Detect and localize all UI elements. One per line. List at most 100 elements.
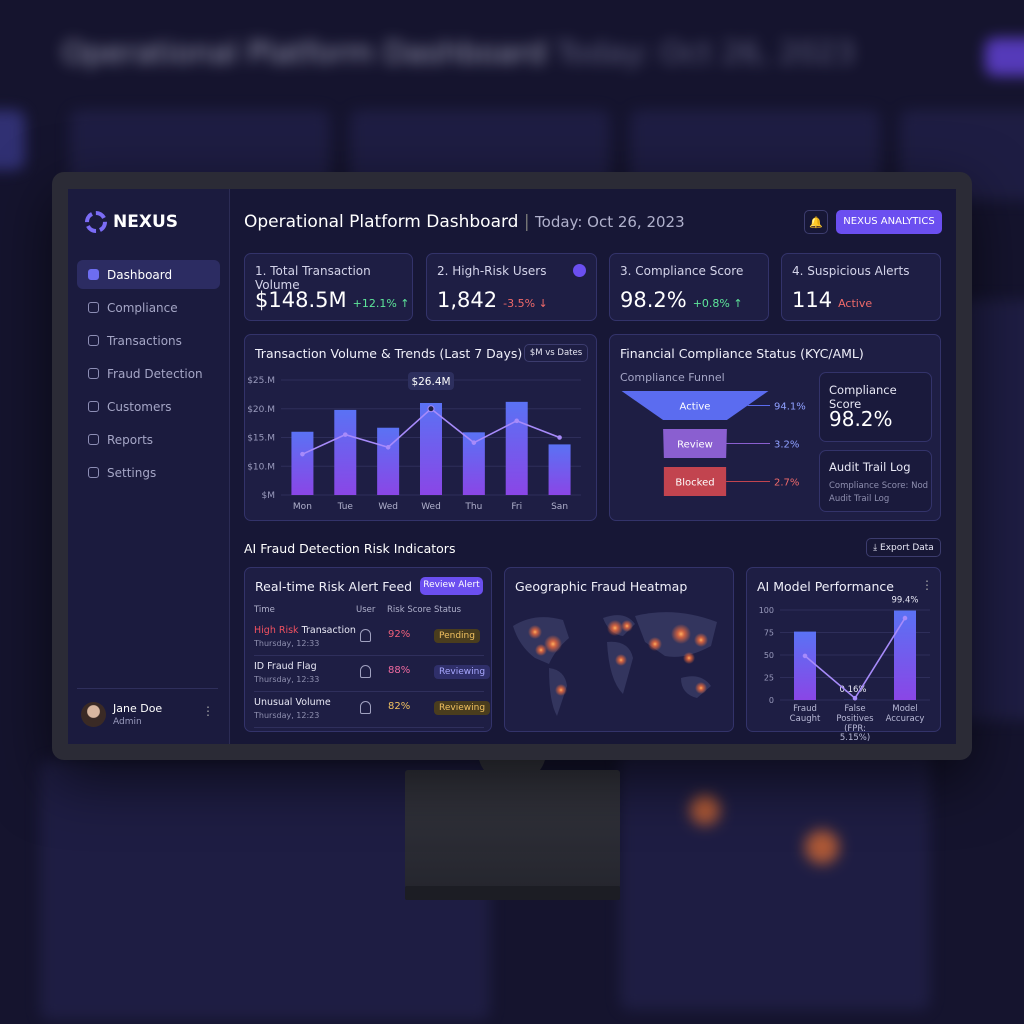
background-date: Today: Oct 26, 2023 [555,36,856,71]
y-tick-label: $M [262,491,276,501]
nav-label[interactable]: Transactions [107,334,182,348]
kpi-value-line: $148.5M +12.1% ↑ [255,288,409,312]
nav-item[interactable]: Customers [77,392,220,421]
alert-text: Unusual Volume [254,697,331,708]
nav-item[interactable]: Compliance [77,293,220,322]
nav-item[interactable]: Reports [77,425,220,454]
screen: NEXUS Dashboard Compliance Transactions Fra… [68,189,956,744]
value-label: 99.4% [891,596,918,606]
panel-title: Financial Compliance Status (KYC/AML) [620,346,864,361]
transaction-panel: Transaction Volume & Trends (Last 7 Days… [244,334,597,521]
panel-title: Geographic Fraud Heatmap [515,579,688,594]
line-point [514,418,520,424]
x-tick-label: Wed [421,502,441,512]
model-panel: AI Model Performance ⋮ 0 25 50 75 100 0.16% 99… [746,567,941,743]
nav-item[interactable]: Transactions [77,326,220,355]
risk-score: 88% [388,665,411,676]
value-label: 0.16% [839,685,866,695]
nav-label[interactable]: Compliance [107,301,178,315]
export-label[interactable]: Export Data [880,543,934,553]
kpi-label: 2. High-Risk Users [437,264,547,278]
nav-icon [88,368,99,379]
bar [894,610,916,700]
score-value: 98.2% [829,407,893,431]
panel-menu[interactable]: ⋮ [921,578,933,592]
alert-text: ID Fraud Flag [254,661,317,672]
notification-button[interactable]: 🔔 [804,210,828,234]
header-title: Operational Platform Dashboard [244,212,519,232]
funnel-value: 3.2% [774,440,799,451]
kpi-value: 1,842 [437,288,498,312]
bar [291,431,314,495]
user-menu[interactable]: ⋮ [202,704,214,718]
funnel-stage [663,467,727,496]
y-tick-label: $15.M [247,434,275,444]
x-tick-label: Tue [337,502,354,512]
analytics-button[interactable]: NEXUS ANALYTICS [836,210,942,234]
background-card [620,750,930,1010]
funnel-value: 94.1% [774,402,806,413]
x-tick-label: Thu [464,502,482,512]
column-header: Status [434,605,462,615]
filter-button[interactable]: $M vs Dates [524,344,588,362]
divider [77,688,218,689]
nav-label[interactable]: Dashboard [107,268,173,282]
kpi-label: 4. Suspicious Alerts [792,264,910,278]
tooltip-box [408,372,454,390]
alert-row: High Risk Transaction Thursday, 12:33 92% P… [254,620,484,656]
bar [794,631,816,700]
review-alert-button[interactable]: Review Alert [420,577,483,595]
line-point [300,451,305,457]
nav-label[interactable]: Reports [107,433,154,447]
funnel-stage [663,429,727,458]
transaction-chart: $M $10.M $15.M $20.M $25.M Mon Tue Wed Wed Thu Fri… [247,372,581,512]
x-tick-label: Fri [511,502,522,512]
alert-row: ID Fraud Flag Thursday, 12:33 88% Reviewing [254,656,491,692]
nav-icon [88,335,99,346]
user-icon [360,701,371,714]
separator: | [518,212,536,232]
column-header: Time [254,605,275,615]
score-label: Compliance Score [829,383,897,411]
alert-time: Thursday, 12:33 [254,639,320,648]
status-badge: Pending [434,629,480,643]
line-point [902,615,908,621]
x-tick-label: Mon [293,502,312,512]
header: Operational Platform Dashboard | Today: … [244,212,685,232]
line-point [342,432,348,437]
nav-item[interactable]: Dashboard [77,260,220,289]
kpi-delta: -3.5% ↓ [503,297,548,310]
bar [334,409,357,495]
funnel-chart: Active 94.1% Review 3.2% Blocked 2.7% [621,391,806,496]
sidebar: NEXUS Dashboard Compliance Transactions Fra… [68,189,230,744]
nav-label[interactable]: Settings [107,466,157,480]
kpi-value: 114 [792,288,833,312]
avatar [81,702,106,727]
bar [377,427,400,495]
kpi-card: 3. Compliance Score 98.2% +0.8% ↑ [609,253,769,321]
nav-icon [88,401,99,412]
nav-label[interactable]: Customers [107,400,172,414]
kpi-delta: +0.8% ↑ [692,297,743,310]
audit-box: Audit Trail Log Compliance Score: Nod Au… [819,450,932,512]
background-nav [0,110,25,170]
nav-item[interactable]: Settings [77,458,220,487]
y-tick-label: 75 [764,629,774,638]
bar [505,401,528,495]
nav-label[interactable]: Fraud Detection [107,367,203,381]
bar [548,444,571,495]
score-box: Compliance Score 98.2% [819,372,932,442]
x-tick-label: Wed [378,502,398,512]
kpi-card: 4. Suspicious Alerts 114 Active [781,253,941,321]
nav-icon [88,467,99,478]
nav-item[interactable]: Fraud Detection [77,359,220,388]
kpi-card: 1. Total Transaction Volume $148.5M +12.1%… [244,253,413,321]
kpi-card: 2. High-Risk Users 1,842 -3.5% ↓ [426,253,597,321]
tooltip-text: $26.4M [411,376,450,388]
line-point [557,435,562,440]
background-hotspot [805,830,839,864]
status-badge: Reviewing [434,665,491,679]
export-button[interactable]: ⤓ Export Data [866,538,941,557]
alert-title: High Risk Transaction [254,625,356,636]
